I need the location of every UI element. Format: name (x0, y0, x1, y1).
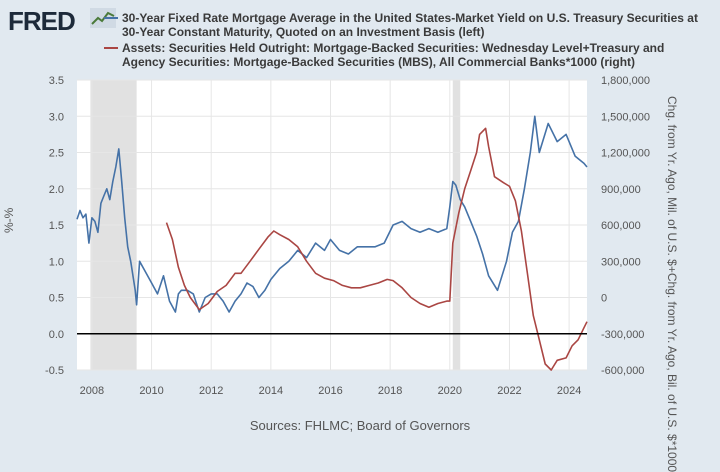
x-axis-ticks: 2008 2010 2012 2014 2016 2018 2020 2022 2024 (80, 385, 582, 397)
legend-swatch-blue (104, 17, 118, 19)
y-axis-left-ticks: 3.5 3.0 2.5 2.0 1.5 1.0 0.5 0.0 -0.5 (45, 75, 64, 377)
y-tick-left-4: 1.5 (49, 220, 64, 232)
y-tick-left-3: 2.0 (49, 184, 64, 196)
fred-chart-icon (90, 8, 116, 28)
y-tick-right-3: 900,000 (601, 184, 641, 196)
y-axis-right-ticks: 1,800,000 1,500,000 1,200,000 900,000 600,00… (601, 75, 650, 377)
x-tick-7: 2022 (497, 385, 521, 397)
y-tick-right-0: 1,800,000 (601, 75, 650, 87)
legend-label-series-1: 30-Year Fixed Rate Mortgage Average in t… (122, 11, 698, 39)
y-tick-left-2: 2.5 (49, 148, 64, 160)
y-tick-right-1: 1,500,000 (601, 111, 650, 123)
x-tick-2: 2012 (199, 385, 223, 397)
y-axis-left-label: %-% (2, 207, 16, 233)
y-tick-right-6: 0 (601, 293, 607, 305)
y-tick-left-7: 0.0 (49, 329, 64, 341)
y-tick-right-7: -300,000 (601, 329, 644, 341)
legend-swatch-red (104, 47, 118, 49)
x-tick-8: 2024 (557, 385, 581, 397)
x-tick-6: 2020 (438, 385, 462, 397)
y-axis-right-label: Chg. from Yr. Ago, Mil. of U.S. $+Chg. f… (665, 96, 679, 472)
source-note: Sources: FHLMC; Board of Governors (249, 418, 471, 433)
x-tick-1: 2010 (139, 385, 163, 397)
x-tick-0: 2008 (80, 385, 104, 397)
fred-logo: FRED (8, 6, 76, 36)
y-tick-right-5: 300,000 (601, 256, 641, 268)
chart-header: FRED 30-Year Fixed Rate Mortgage Average… (0, 0, 720, 76)
grid-lines (77, 79, 587, 371)
legend-entry-mortgage-spread: 30-Year Fixed Rate Mortgage Average in t… (104, 11, 707, 39)
chart-canvas: 3.53.02.52.01.51.00.50.0-0.5 1,800,0001,… (45, 75, 650, 397)
x-tick-5: 2018 (378, 385, 402, 397)
y-tick-left-0: 3.5 (49, 75, 64, 87)
series-lines (76, 115, 588, 371)
y-tick-right-2: 1,200,000 (601, 148, 650, 160)
y-tick-left-1: 3.0 (49, 111, 64, 123)
y-tick-left-5: 1.0 (49, 256, 64, 268)
y-tick-right-8: -600,000 (601, 365, 644, 377)
legend-label-series-2: Assets: Securities Held Outright: Mortga… (122, 41, 665, 69)
legend-entry-mbs-assets: Assets: Securities Held Outright: Mortga… (104, 41, 707, 69)
y-tick-right-4: 600,000 (601, 220, 641, 232)
y-tick-left-8: -0.5 (45, 365, 64, 377)
x-tick-4: 2016 (318, 385, 342, 397)
series-line-2 (165, 127, 588, 371)
y-tick-left-6: 0.5 (49, 293, 64, 305)
x-tick-3: 2014 (259, 385, 283, 397)
series-line-1 (76, 115, 588, 313)
